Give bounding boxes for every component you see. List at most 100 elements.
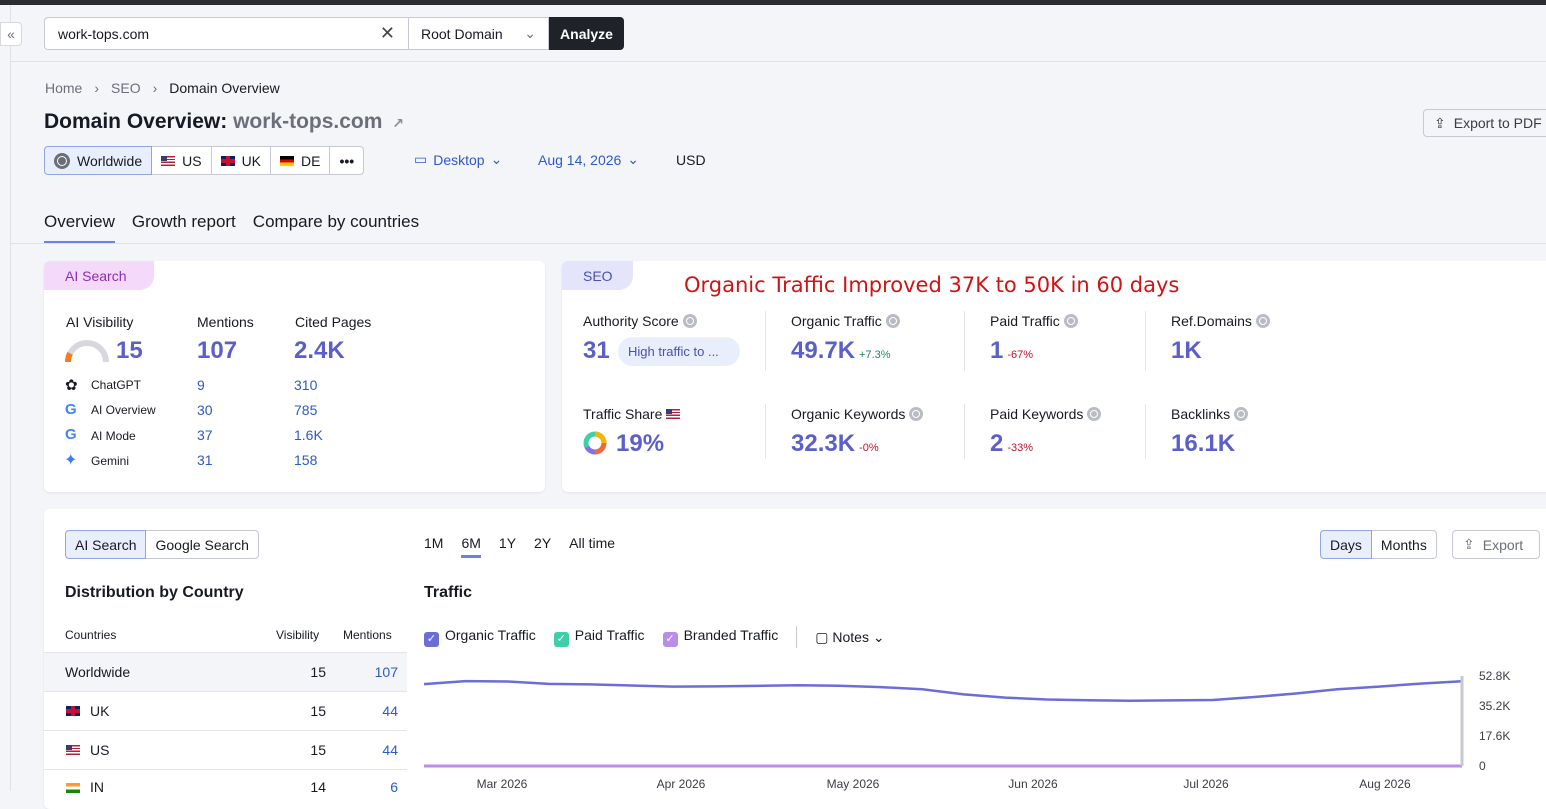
device-dropdown[interactable]: ▭ Desktop ⌄ bbox=[414, 151, 502, 168]
domain-search-input[interactable]: work-tops.com ✕ bbox=[44, 17, 409, 50]
visibility-gauge bbox=[65, 340, 109, 363]
device-value: Desktop bbox=[433, 151, 485, 168]
platform-cited[interactable]: 1.6K bbox=[294, 427, 323, 443]
platform-mentions[interactable]: 37 bbox=[197, 427, 213, 443]
period-all-time[interactable]: All time bbox=[569, 535, 616, 551]
platform-mentions[interactable]: 30 bbox=[197, 402, 213, 418]
chatgpt-icon: ✿ bbox=[65, 377, 78, 394]
toggle-google-search[interactable]: Google Search bbox=[146, 530, 259, 559]
x-tick-label: May 2026 bbox=[827, 777, 880, 791]
period-6m[interactable]: 6M bbox=[461, 535, 481, 558]
col-visibility[interactable]: Visibility bbox=[276, 628, 320, 642]
x-tick-label: Jul 2026 bbox=[1183, 777, 1229, 791]
us-flag-icon bbox=[666, 409, 681, 419]
platform-name: AI Mode bbox=[91, 429, 136, 443]
uk-flag-icon bbox=[220, 155, 235, 166]
overview-tabs: Overview Growth report Compare by countr… bbox=[44, 212, 419, 244]
legend-paid[interactable]: ✓ Paid Traffic bbox=[553, 627, 645, 647]
country-mentions[interactable]: 107 bbox=[374, 664, 398, 680]
table-row[interactable]: Worldwide 15 107 bbox=[44, 652, 407, 691]
more-regions-button[interactable]: ••• bbox=[330, 146, 365, 175]
info-icon[interactable] bbox=[682, 314, 697, 328]
country-mentions[interactable]: 44 bbox=[382, 703, 398, 719]
platform-mentions[interactable]: 31 bbox=[197, 452, 213, 468]
date-dropdown[interactable]: Aug 14, 2026 ⌄ bbox=[538, 151, 639, 168]
upload-icon: ⇪ bbox=[1434, 114, 1446, 131]
checkbox-icon: ✓ bbox=[424, 632, 439, 647]
external-link-icon[interactable]: ↗ bbox=[392, 115, 405, 131]
toggle-days[interactable]: Days bbox=[1320, 530, 1372, 559]
clear-icon[interactable]: ✕ bbox=[379, 23, 395, 43]
period-1y[interactable]: 1Y bbox=[498, 535, 517, 551]
y-tick-label: 0 bbox=[1479, 759, 1486, 773]
source-toggle: AI Search Google Search bbox=[65, 530, 259, 559]
toggle-months[interactable]: Months bbox=[1371, 530, 1437, 559]
authority-chip[interactable]: High traffic to ... bbox=[618, 337, 740, 366]
country-mentions[interactable]: 6 bbox=[390, 779, 398, 795]
chevron-right-icon: › bbox=[94, 80, 100, 96]
info-icon[interactable] bbox=[1234, 407, 1249, 421]
export-pdf-button[interactable]: ⇪ Export to PDF bbox=[1423, 109, 1546, 137]
legend-organic[interactable]: ✓ Organic Traffic bbox=[424, 627, 536, 647]
country-mentions[interactable]: 44 bbox=[382, 742, 398, 758]
paid-traffic-label: Paid Traffic bbox=[990, 313, 1078, 329]
region-de[interactable]: DE bbox=[271, 146, 331, 175]
table-row[interactable]: UK 15 44 bbox=[44, 691, 407, 730]
region-us[interactable]: US bbox=[152, 146, 212, 175]
ai-search-card: AI Search AI Visibility Mentions Cited P… bbox=[44, 261, 545, 492]
tab-compare-by-countries[interactable]: Compare by countries bbox=[252, 212, 420, 231]
chart-legend: ✓ Organic Traffic ✓ Paid Traffic ✓ Branded … bbox=[424, 626, 885, 648]
legend-branded[interactable]: ✓ Branded Traffic bbox=[662, 627, 778, 647]
page-title-domain[interactable]: work-tops.com bbox=[233, 110, 383, 133]
mentions-label: Mentions bbox=[197, 314, 254, 330]
notes-dropdown[interactable]: ▢ Notes ⌄ bbox=[815, 628, 885, 645]
paid-traffic-delta: -67% bbox=[1007, 349, 1034, 361]
table-row[interactable]: IN 14 6 bbox=[44, 769, 407, 795]
toggle-ai-search[interactable]: AI Search bbox=[65, 530, 147, 559]
platform-cited[interactable]: 310 bbox=[294, 377, 318, 393]
platform-cited[interactable]: 785 bbox=[294, 402, 318, 418]
scope-dropdown[interactable]: Root Domain ⌄ bbox=[409, 17, 549, 50]
info-icon[interactable] bbox=[1255, 314, 1270, 328]
collapse-sidebar-icon[interactable]: « bbox=[0, 22, 22, 46]
platform-mentions[interactable]: 9 bbox=[197, 377, 205, 393]
paid-keywords-value[interactable]: 2 -33% bbox=[990, 430, 1034, 457]
backlinks-value[interactable]: 16.1K bbox=[1171, 430, 1236, 457]
platform-cited[interactable]: 158 bbox=[294, 452, 318, 468]
traffic-chart[interactable]: 52.8K 35.2K 17.6K 0 Mar 2026 Apr 2026 May 2026… bbox=[420, 660, 1546, 791]
region-worldwide[interactable]: Worldwide bbox=[44, 146, 153, 175]
breadcrumb: Home › SEO › Domain Overview bbox=[45, 80, 280, 96]
country-visibility: 15 bbox=[310, 742, 326, 758]
info-icon[interactable] bbox=[1063, 314, 1078, 328]
cited-pages-value[interactable]: 2.4K bbox=[294, 337, 345, 364]
ai-visibility-value: 15 bbox=[116, 337, 143, 364]
period-1m[interactable]: 1M bbox=[424, 535, 444, 551]
info-icon[interactable] bbox=[885, 314, 900, 328]
ref-domains-value[interactable]: 1K bbox=[1171, 337, 1202, 364]
table-row[interactable]: US 15 44 bbox=[44, 730, 407, 769]
analyze-button[interactable]: Analyze bbox=[549, 17, 624, 50]
globe-icon bbox=[54, 152, 70, 169]
page-title-prefix: Domain Overview: bbox=[44, 110, 228, 133]
breadcrumb-seo[interactable]: SEO bbox=[111, 80, 141, 96]
period-2y[interactable]: 2Y bbox=[534, 535, 552, 551]
checkbox-icon: ✓ bbox=[553, 632, 569, 647]
col-mentions[interactable]: Mentions bbox=[343, 628, 392, 642]
mentions-value[interactable]: 107 bbox=[197, 337, 238, 364]
tab-growth-report[interactable]: Growth report bbox=[131, 212, 236, 231]
domain-search-bar: work-tops.com ✕ Root Domain ⌄ Analyze bbox=[44, 17, 624, 50]
tab-overview[interactable]: Overview bbox=[44, 212, 115, 244]
chevron-down-icon: ⌄ bbox=[524, 25, 536, 41]
scope-value: Root Domain bbox=[421, 25, 503, 42]
paid-keywords-label: Paid Keywords bbox=[990, 406, 1102, 422]
info-icon[interactable] bbox=[909, 407, 924, 421]
organic-keywords-value[interactable]: 32.3K -0% bbox=[791, 430, 879, 457]
region-label: UK bbox=[241, 152, 262, 169]
y-tick-label: 52.8K bbox=[1479, 669, 1510, 683]
region-uk[interactable]: UK bbox=[211, 146, 272, 175]
info-icon[interactable] bbox=[1087, 407, 1102, 421]
breadcrumb-home[interactable]: Home bbox=[45, 80, 83, 96]
organic-traffic-value[interactable]: 49.7K +7.3% bbox=[791, 337, 891, 364]
paid-traffic-value[interactable]: 1 -67% bbox=[990, 337, 1034, 364]
export-button[interactable]: ⇪ Export bbox=[1452, 530, 1540, 559]
